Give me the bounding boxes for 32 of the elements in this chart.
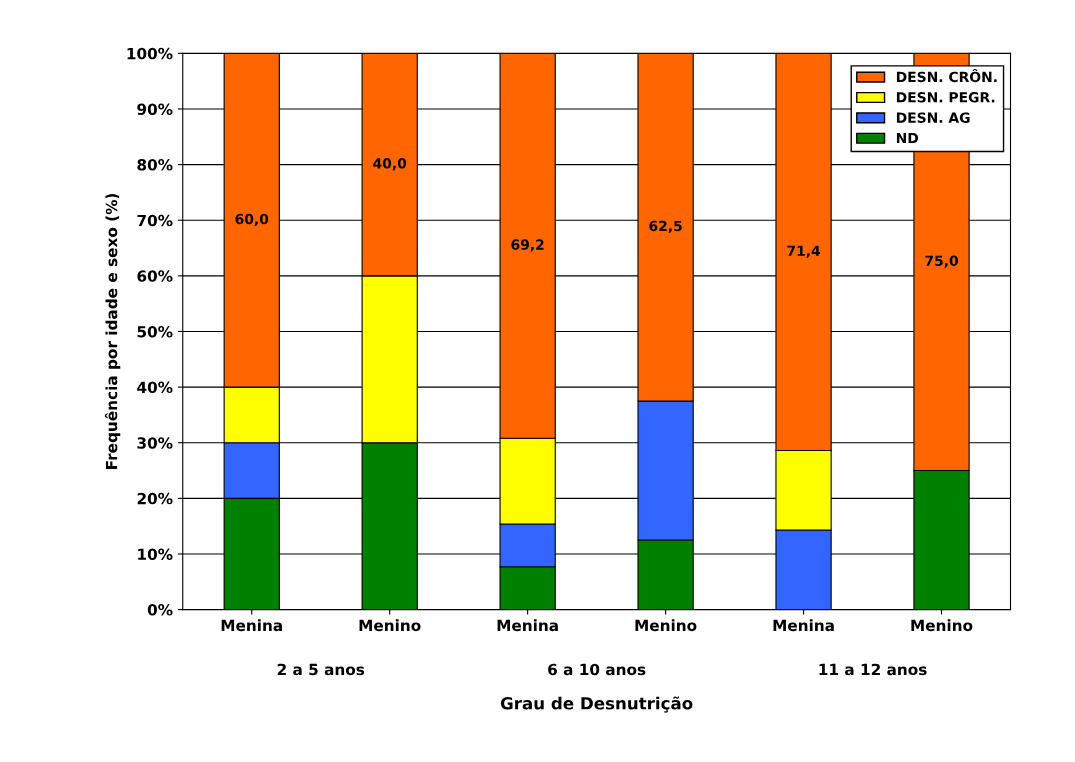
y-tick-label: 70% xyxy=(137,214,173,227)
x-tick-label: Menino xyxy=(359,619,421,632)
y-tick-label: 60% xyxy=(137,270,173,282)
text: 6 a 10 anos xyxy=(548,663,646,676)
legend-label: DESN. PEGR. xyxy=(896,92,995,103)
data-label: 40,0 xyxy=(373,158,407,171)
data-label: 75,0 xyxy=(925,255,958,268)
text: 11 a 12 anos xyxy=(819,663,927,676)
text: 2 a 5 anos xyxy=(277,663,365,676)
y-tick-label: 90% xyxy=(137,103,173,115)
data-label: 60,0 xyxy=(235,213,269,227)
legend-label: DESN. AG xyxy=(896,112,970,123)
x-tick-label: Menino xyxy=(911,619,973,632)
x-tick-label: Menina xyxy=(773,619,834,632)
data-label: 62,5 xyxy=(649,220,682,233)
y-tick-label: 50% xyxy=(137,325,173,338)
data-label: 69,2 xyxy=(511,239,544,252)
data-label: 71,4 xyxy=(787,245,821,258)
legend-label: DESN. CRÔN. xyxy=(896,69,997,83)
y-tick-label: 80% xyxy=(137,159,173,171)
y-tick-label: 40% xyxy=(137,381,173,394)
legend-label: ND xyxy=(896,132,919,144)
y-tick-label: 20% xyxy=(137,492,173,505)
x-tick-label: Menina xyxy=(497,619,558,632)
y-tick-label: 0% xyxy=(147,604,173,616)
y-tick-label: 10% xyxy=(138,548,173,560)
x-tick-label: Menina xyxy=(221,619,282,632)
y-tick-label: 100% xyxy=(127,47,173,60)
x-tick-label: Menino xyxy=(635,619,697,632)
x-axis-title: Grau de Desnutrição xyxy=(500,696,693,713)
y-axis-title: Frequência por idade e sexo (%) xyxy=(104,193,121,469)
y-tick-label: 30% xyxy=(137,437,173,449)
